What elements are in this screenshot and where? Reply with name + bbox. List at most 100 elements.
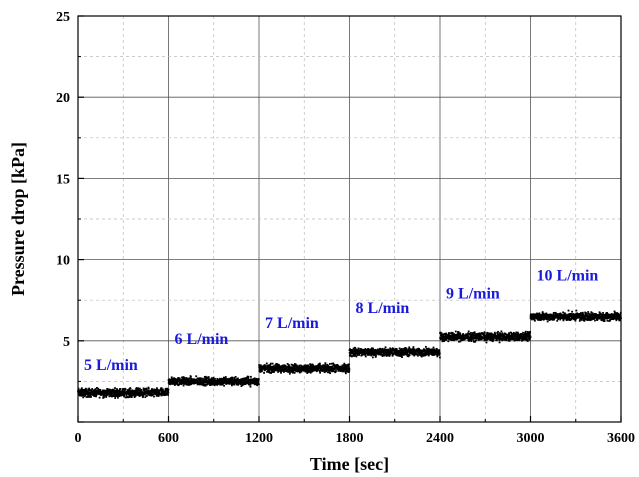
data-point: [99, 389, 102, 392]
data-point: [427, 354, 430, 357]
data-point: [609, 318, 612, 321]
x-axis-ticks: 0 600 1200 1800 2400 3000 3600: [75, 416, 635, 446]
data-point: [372, 348, 374, 351]
data-point: [451, 332, 454, 334]
data-point: [94, 388, 97, 390]
data-point: [404, 346, 407, 349]
data-point: [478, 332, 481, 335]
data-point: [531, 318, 533, 321]
data-point: [529, 331, 532, 334]
data-point: [565, 315, 568, 318]
data-point: [456, 338, 458, 341]
data-point: [353, 349, 356, 352]
data-point: [368, 353, 371, 356]
data-point: [131, 392, 133, 395]
data-point: [405, 347, 408, 350]
data-point: [352, 347, 355, 350]
data-point: [249, 383, 252, 386]
data-point: [106, 389, 108, 392]
data-point: [501, 338, 504, 341]
data-point: [128, 392, 131, 395]
data-point: [293, 371, 296, 374]
data-point: [270, 367, 273, 369]
data-point: [606, 319, 609, 322]
data-point: [105, 396, 108, 398]
data-point: [386, 349, 389, 352]
data-point: [613, 317, 616, 320]
data-point: [571, 317, 574, 320]
data-point: [142, 394, 145, 397]
data-point: [411, 353, 414, 356]
data-point: [523, 333, 526, 336]
data-point: [279, 368, 282, 371]
data-point: [249, 375, 252, 378]
data-point: [309, 370, 312, 372]
data-point: [220, 377, 223, 380]
data-point: [167, 379, 170, 382]
data-point: [489, 339, 492, 342]
data-point: [196, 383, 199, 386]
data-point: [285, 368, 288, 371]
data-point: [147, 387, 150, 390]
data-point: [515, 339, 518, 341]
data-point: [106, 391, 109, 394]
data-point: [501, 337, 503, 340]
data-point: [480, 335, 483, 338]
data-point: [335, 370, 337, 372]
data-point: [614, 314, 617, 316]
data-point: [292, 370, 295, 373]
data-point: [259, 365, 262, 368]
data-point: [294, 369, 297, 372]
data-point: [187, 377, 190, 380]
data-point: [416, 349, 419, 351]
data-point: [309, 371, 312, 374]
data-point: [259, 364, 262, 367]
data-point: [421, 353, 424, 356]
data-point: [312, 366, 315, 369]
data-point: [413, 348, 415, 351]
data-point: [237, 377, 239, 380]
data-point: [399, 351, 402, 353]
data-point: [433, 348, 436, 351]
data-point: [243, 377, 246, 380]
data-point: [491, 340, 494, 343]
data-point: [119, 394, 121, 397]
data-point: [273, 371, 275, 373]
data-point: [591, 313, 594, 316]
data-point: [583, 319, 586, 322]
data-point: [245, 378, 248, 381]
data-point: [291, 364, 294, 366]
data-point: [370, 350, 373, 353]
data-point: [279, 365, 282, 368]
data-point: [334, 366, 337, 369]
data-point: [585, 312, 588, 315]
data-point: [295, 366, 298, 368]
data-point: [88, 389, 91, 392]
flow-rate-label: 6 L/min: [175, 331, 229, 348]
data-point: [298, 371, 301, 374]
data-point: [120, 391, 123, 393]
data-point: [219, 377, 221, 380]
data-point: [129, 389, 131, 392]
data-point: [494, 333, 496, 335]
data-point: [613, 316, 615, 318]
data-point: [619, 313, 622, 316]
data-point: [516, 337, 519, 340]
data-point: [318, 362, 321, 365]
data-point: [383, 352, 386, 355]
data-point: [517, 338, 520, 341]
data-point: [488, 335, 491, 338]
data-point: [138, 387, 141, 390]
data-point: [87, 396, 89, 398]
data-point: [516, 331, 519, 334]
y-tick-label: 25: [56, 10, 70, 25]
data-point: [109, 392, 112, 395]
data-point: [151, 388, 153, 390]
data-point: [598, 317, 601, 320]
data-point: [435, 349, 438, 352]
data-point: [604, 313, 606, 316]
data-point: [254, 378, 257, 381]
data-point: [224, 377, 227, 380]
data-point: [156, 387, 158, 390]
data-point: [209, 384, 212, 387]
